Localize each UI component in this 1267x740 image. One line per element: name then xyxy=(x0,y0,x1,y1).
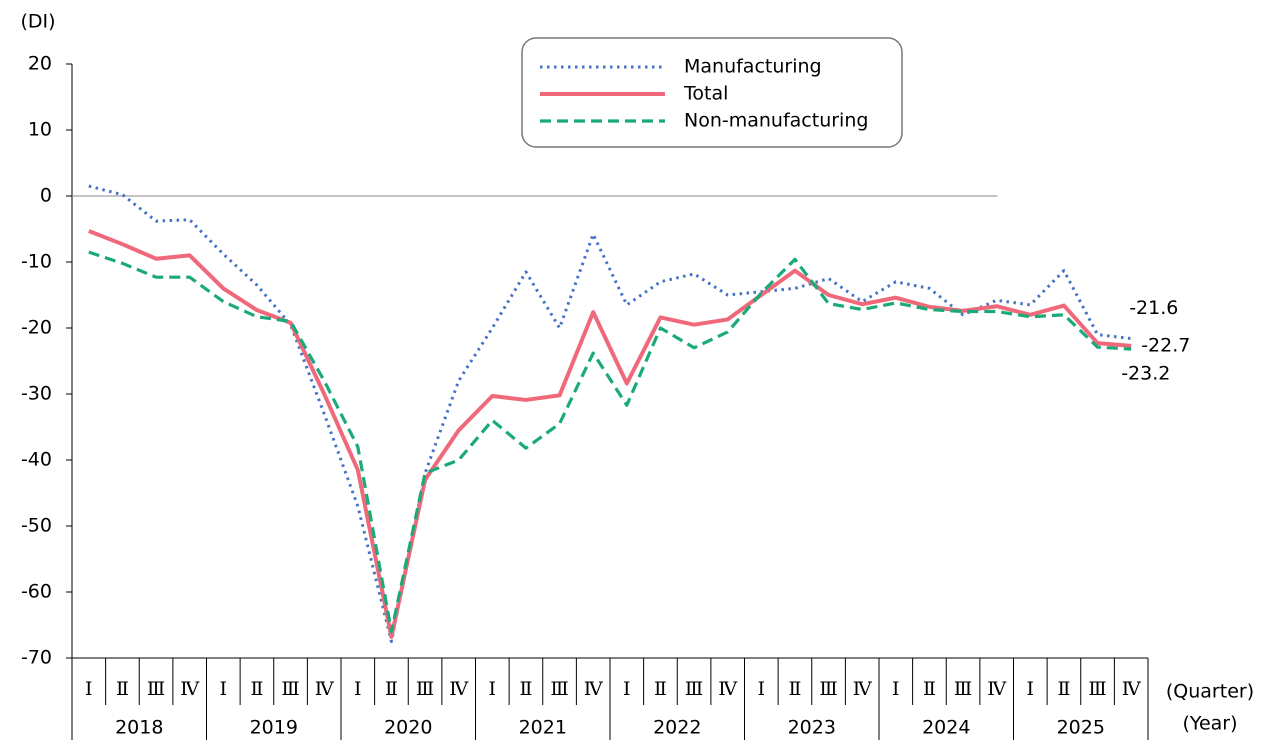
x-tick-label: Ⅰ xyxy=(354,678,362,700)
year-label: 2024 xyxy=(922,717,970,739)
x-axis-label: (Quarter) xyxy=(1166,681,1254,703)
x-tick-label: Ⅳ xyxy=(853,678,873,700)
x-tick-label: Ⅲ xyxy=(1088,678,1106,700)
year-label: 2019 xyxy=(250,717,298,739)
year-label: 2021 xyxy=(519,717,567,739)
legend-label: Non-manufacturing xyxy=(684,110,868,132)
year-label: 2020 xyxy=(384,717,432,739)
x-tick-label: Ⅱ xyxy=(923,678,936,700)
x-tick-label: Ⅰ xyxy=(489,678,497,700)
year-axis-label: (Year) xyxy=(1182,713,1237,735)
data-label: -22.7 xyxy=(1141,334,1190,356)
y-tick-label: -10 xyxy=(21,251,52,273)
data-label: -21.6 xyxy=(1129,297,1178,319)
legend-label: Manufacturing xyxy=(684,56,822,78)
y-tick-label: 0 xyxy=(40,185,52,207)
x-tick-label: Ⅲ xyxy=(281,678,299,700)
x-tick-label: Ⅱ xyxy=(654,678,667,700)
series-line xyxy=(88,250,1132,634)
y-axis-label: (DI) xyxy=(20,11,55,33)
x-tick-label: Ⅰ xyxy=(85,678,93,700)
x-tick-label: Ⅲ xyxy=(416,678,434,700)
x-tick-label: Ⅱ xyxy=(788,678,801,700)
y-tick-label: -60 xyxy=(21,581,52,603)
x-tick-label: Ⅰ xyxy=(758,678,766,700)
x-tick-label: Ⅰ xyxy=(220,678,228,700)
x-tick-label: Ⅱ xyxy=(385,678,398,700)
series-line xyxy=(88,229,1132,639)
x-tick-label: Ⅱ xyxy=(250,678,263,700)
year-label: 2025 xyxy=(1057,717,1105,739)
y-tick-label: 10 xyxy=(28,119,52,141)
x-tick-label: Ⅲ xyxy=(819,678,837,700)
data-label: -23.2 xyxy=(1121,363,1170,385)
x-tick-label: Ⅲ xyxy=(147,678,165,700)
x-tick-label: Ⅰ xyxy=(1027,678,1035,700)
x-tick-label: Ⅰ xyxy=(892,678,900,700)
year-label: 2023 xyxy=(788,717,836,739)
y-tick-label: -20 xyxy=(21,317,52,339)
y-tick-label: -40 xyxy=(21,449,52,471)
x-tick-label: Ⅱ xyxy=(519,678,532,700)
year-label: 2018 xyxy=(115,717,163,739)
x-tick-label: Ⅱ xyxy=(116,678,129,700)
x-tick-label: Ⅱ xyxy=(1057,678,1070,700)
y-tick-label: -70 xyxy=(21,647,52,669)
x-tick-label: Ⅳ xyxy=(718,678,738,700)
x-tick-label: Ⅳ xyxy=(987,678,1007,700)
x-tick-label: Ⅳ xyxy=(449,678,469,700)
x-tick-label: Ⅳ xyxy=(315,678,335,700)
series-line xyxy=(88,184,1132,643)
y-tick-label: -50 xyxy=(21,515,52,537)
year-label: 2022 xyxy=(653,717,701,739)
x-tick-label: Ⅲ xyxy=(685,678,703,700)
x-tick-label: Ⅲ xyxy=(550,678,568,700)
y-tick-label: 20 xyxy=(28,53,52,75)
x-tick-label: Ⅳ xyxy=(1122,678,1142,700)
y-tick-label: -30 xyxy=(21,383,52,405)
x-tick-label: Ⅳ xyxy=(584,678,604,700)
x-tick-label: Ⅰ xyxy=(623,678,631,700)
x-tick-label: Ⅳ xyxy=(180,678,200,700)
x-tick-label: Ⅲ xyxy=(954,678,972,700)
legend-label: Total xyxy=(683,83,728,105)
